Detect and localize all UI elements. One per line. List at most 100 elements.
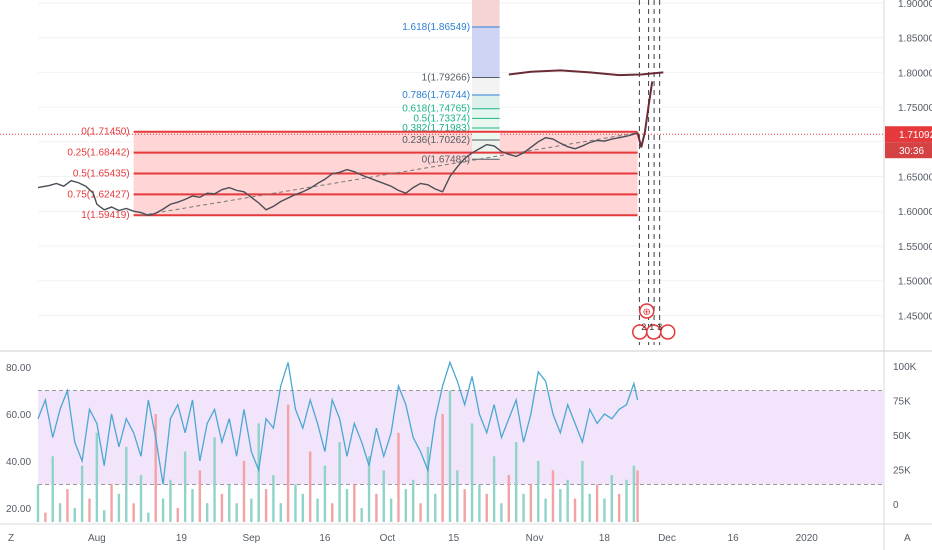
fib-extension-band [472, 139, 500, 160]
last-price-tag [885, 126, 932, 143]
fib-extension-band [472, 108, 500, 119]
volume-axis-tick: 50K [893, 431, 911, 442]
volume-axis-tick: 75K [893, 397, 911, 408]
volume-bar [345, 489, 349, 522]
volume-bar [367, 456, 371, 522]
volume-bar [338, 442, 341, 522]
indicator-left-tick: 40.00 [6, 457, 31, 468]
volume-bar [404, 489, 408, 522]
price-axis-tick: 1.85000 [898, 34, 932, 45]
volume-bar [58, 503, 62, 522]
fib-level-label: 0.25(1.68442) [67, 148, 129, 159]
forecast-line[interactable] [508, 69, 664, 77]
volume-bar [147, 512, 150, 522]
fib-extension-band [472, 26, 500, 78]
volume-bar [51, 456, 54, 522]
volume-bar [169, 479, 172, 522]
volume-bar [522, 493, 525, 522]
fib-extension[interactable]: 1.618(1.86549) 1(1.79266) 0.786(1.76744) 0.… [402, 0, 500, 165]
timezone-button[interactable]: Z [8, 533, 14, 544]
volume-bar [537, 460, 540, 522]
time-axis-tick: 16 [728, 533, 740, 544]
volume-bar [220, 493, 224, 522]
price-axis-tick: 1.60000 [898, 207, 932, 218]
volume-bar [411, 479, 415, 522]
volume-bar [176, 507, 179, 522]
volume-bar [308, 451, 312, 522]
volume-bar [125, 446, 128, 522]
volume-bar [595, 484, 599, 522]
volume-bar [88, 498, 91, 522]
time-axis-tick: Nov [526, 533, 544, 544]
date-range-dashed-lines[interactable] [638, 0, 661, 345]
volume-bar [66, 489, 69, 522]
volume-bar [544, 498, 547, 522]
volume-bar [257, 423, 260, 522]
time-axis-tick: 18 [599, 533, 611, 544]
fib-extension-band [472, 118, 500, 129]
fib-level-label: 0.5(1.65435) [73, 168, 130, 179]
volume-bar [603, 498, 606, 522]
event-marker-label: 3 [657, 322, 662, 332]
volume-bar [492, 456, 496, 522]
volume-bar [636, 470, 639, 522]
volume-bar [183, 451, 187, 522]
volume-bar [434, 493, 437, 522]
volume-bar [478, 484, 481, 522]
volume-bar [448, 390, 452, 522]
volume-bar [301, 493, 305, 522]
volume-bar [426, 446, 430, 522]
countdown-text: 30:36 [899, 146, 924, 157]
volume-bar [617, 493, 621, 522]
fib-retracement[interactable]: 0(1.71450) 0.25(1.68442) 0.5(1.65435) 0.75(… [67, 127, 638, 221]
rsi-band [38, 390, 884, 485]
volume-bar [242, 460, 246, 522]
volume-bar [206, 503, 209, 522]
fib-extension-label: 1(1.79266) [422, 72, 470, 83]
last-price-text: 1.71092 [899, 130, 932, 141]
price-axis-tick: 1.55000 [898, 242, 932, 253]
price-axis-tick: 1.80000 [898, 68, 932, 79]
volume-bar [264, 489, 268, 522]
event-marker-icon[interactable] [660, 324, 676, 340]
indicator-left-tick: 80.00 [6, 363, 31, 374]
price-series [37, 69, 664, 217]
indicator-panel [36, 360, 884, 522]
volume-bar [161, 498, 165, 522]
auto-scale-button[interactable]: A [904, 533, 911, 544]
fib-extension-band [472, 94, 500, 109]
volume-bar [154, 414, 157, 522]
event-marker-icon[interactable] [639, 303, 655, 319]
projection-line[interactable] [636, 81, 654, 148]
volume-bar [228, 484, 231, 522]
volume-bar [272, 475, 275, 522]
volume-bar [323, 465, 327, 522]
volume-bar [581, 460, 584, 522]
time-axis-tick: Oct [380, 533, 396, 544]
volume-bar [463, 489, 466, 522]
fib-extension-band [472, 0, 500, 27]
event-marker-label: 2 [641, 322, 646, 332]
event-marker-glyph: ⊕ [643, 307, 651, 318]
event-markers[interactable]: ⊕ 2 1 3 [632, 303, 676, 340]
fib-level-label: 0(1.71450) [81, 127, 129, 138]
price-axis-tick: 1.65000 [898, 173, 932, 184]
volume-axis-tick: 0 [893, 500, 899, 511]
volume-bar [470, 423, 474, 522]
price-axis-tick: 1.50000 [898, 277, 932, 288]
volume-axis-tick: 25K [893, 466, 911, 477]
volume-bar [559, 489, 562, 522]
indicator-left-tick: 60.00 [6, 410, 31, 421]
volume-bar [36, 484, 40, 522]
volume-bar [625, 479, 628, 522]
fib-extension-label: 0.786(1.76744) [402, 90, 470, 101]
volume-bar [588, 493, 591, 522]
volume-bar [80, 465, 84, 522]
fib-extension-band [472, 128, 500, 140]
volume-bar [573, 498, 577, 522]
fib-extension-label: 1.618(1.86549) [402, 22, 470, 33]
volume-bar [110, 484, 113, 522]
volume-bar [360, 507, 363, 522]
event-marker-label: 1 [649, 322, 654, 332]
